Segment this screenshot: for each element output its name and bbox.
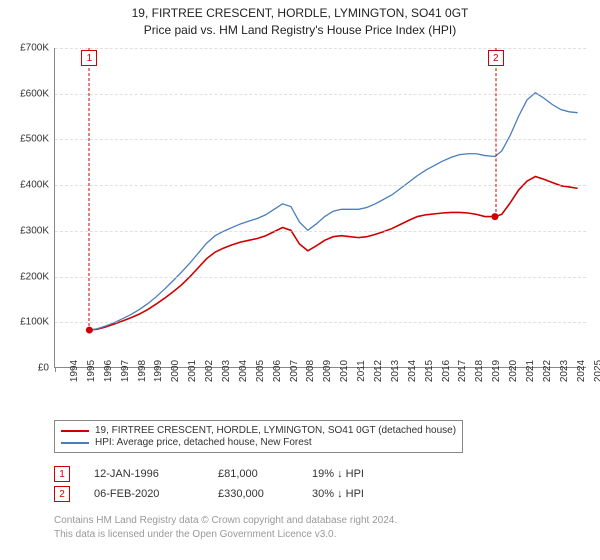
legend-row-property: 19, FIRTREE CRESCENT, HORDLE, LYMINGTON,…	[61, 425, 456, 436]
marker-box-1: 1	[81, 50, 97, 66]
tx-vs-hpi: 19% ↓ HPI	[312, 468, 364, 480]
marker-line-2	[495, 48, 496, 217]
plot-area: £0£100K£200K£300K£400K£500K£600K£700K199…	[54, 48, 586, 368]
legend-label: HPI: Average price, detached house, New …	[95, 437, 312, 448]
footer-line1: Contains HM Land Registry data © Crown c…	[54, 514, 397, 528]
legend-label: 19, FIRTREE CRESCENT, HORDLE, LYMINGTON,…	[95, 425, 456, 436]
legend-swatch	[61, 442, 89, 444]
tx-row-2: 2 06-FEB-2020 £330,000 30% ↓ HPI	[54, 486, 364, 502]
y-axis-label: £200K	[20, 271, 49, 282]
legend-row-hpi: HPI: Average price, detached house, New …	[61, 437, 456, 448]
tx-date: 12-JAN-1996	[94, 468, 194, 480]
gridline-y	[55, 48, 586, 49]
series-property	[89, 176, 577, 330]
license-footer: Contains HM Land Registry data © Crown c…	[54, 514, 397, 541]
tx-vs-hpi: 30% ↓ HPI	[312, 488, 364, 500]
y-axis-label: £500K	[20, 134, 49, 145]
tx-price: £81,000	[218, 468, 288, 480]
gridline-y	[55, 139, 586, 140]
y-axis-label: £300K	[20, 225, 49, 236]
y-axis-label: £700K	[20, 43, 49, 54]
series-lines	[55, 48, 586, 367]
y-axis-label: £600K	[20, 88, 49, 99]
footer-line2: This data is licensed under the Open Gov…	[54, 528, 397, 542]
gridline-y	[55, 231, 586, 232]
tx-marker: 2	[54, 486, 70, 502]
tx-price: £330,000	[218, 488, 288, 500]
y-axis-label: £400K	[20, 180, 49, 191]
title-subtitle: Price paid vs. HM Land Registry's House …	[0, 23, 600, 37]
transaction-rows: 1 12-JAN-1996 £81,000 19% ↓ HPI 2 06-FEB-2020…	[54, 462, 364, 506]
figure: 19, FIRTREE CRESCENT, HORDLE, LYMINGTON,…	[0, 0, 600, 560]
tx-date: 06-FEB-2020	[94, 488, 194, 500]
legend: 19, FIRTREE CRESCENT, HORDLE, LYMINGTON,…	[54, 420, 463, 453]
titles: 19, FIRTREE CRESCENT, HORDLE, LYMINGTON,…	[0, 0, 600, 37]
gridline-y	[55, 94, 586, 95]
gridline-y	[55, 185, 586, 186]
legend-swatch	[61, 430, 89, 432]
tx-marker: 1	[54, 466, 70, 482]
title-address: 19, FIRTREE CRESCENT, HORDLE, LYMINGTON,…	[0, 6, 600, 20]
marker-box-2: 2	[488, 50, 504, 66]
y-axis-label: £0	[38, 363, 49, 374]
marker-line-1	[89, 48, 90, 331]
gridline-y	[55, 322, 586, 323]
tx-row-1: 1 12-JAN-1996 £81,000 19% ↓ HPI	[54, 466, 364, 482]
gridline-y	[55, 277, 586, 278]
x-axis-label: 2025	[579, 360, 600, 382]
y-axis-label: £100K	[20, 317, 49, 328]
